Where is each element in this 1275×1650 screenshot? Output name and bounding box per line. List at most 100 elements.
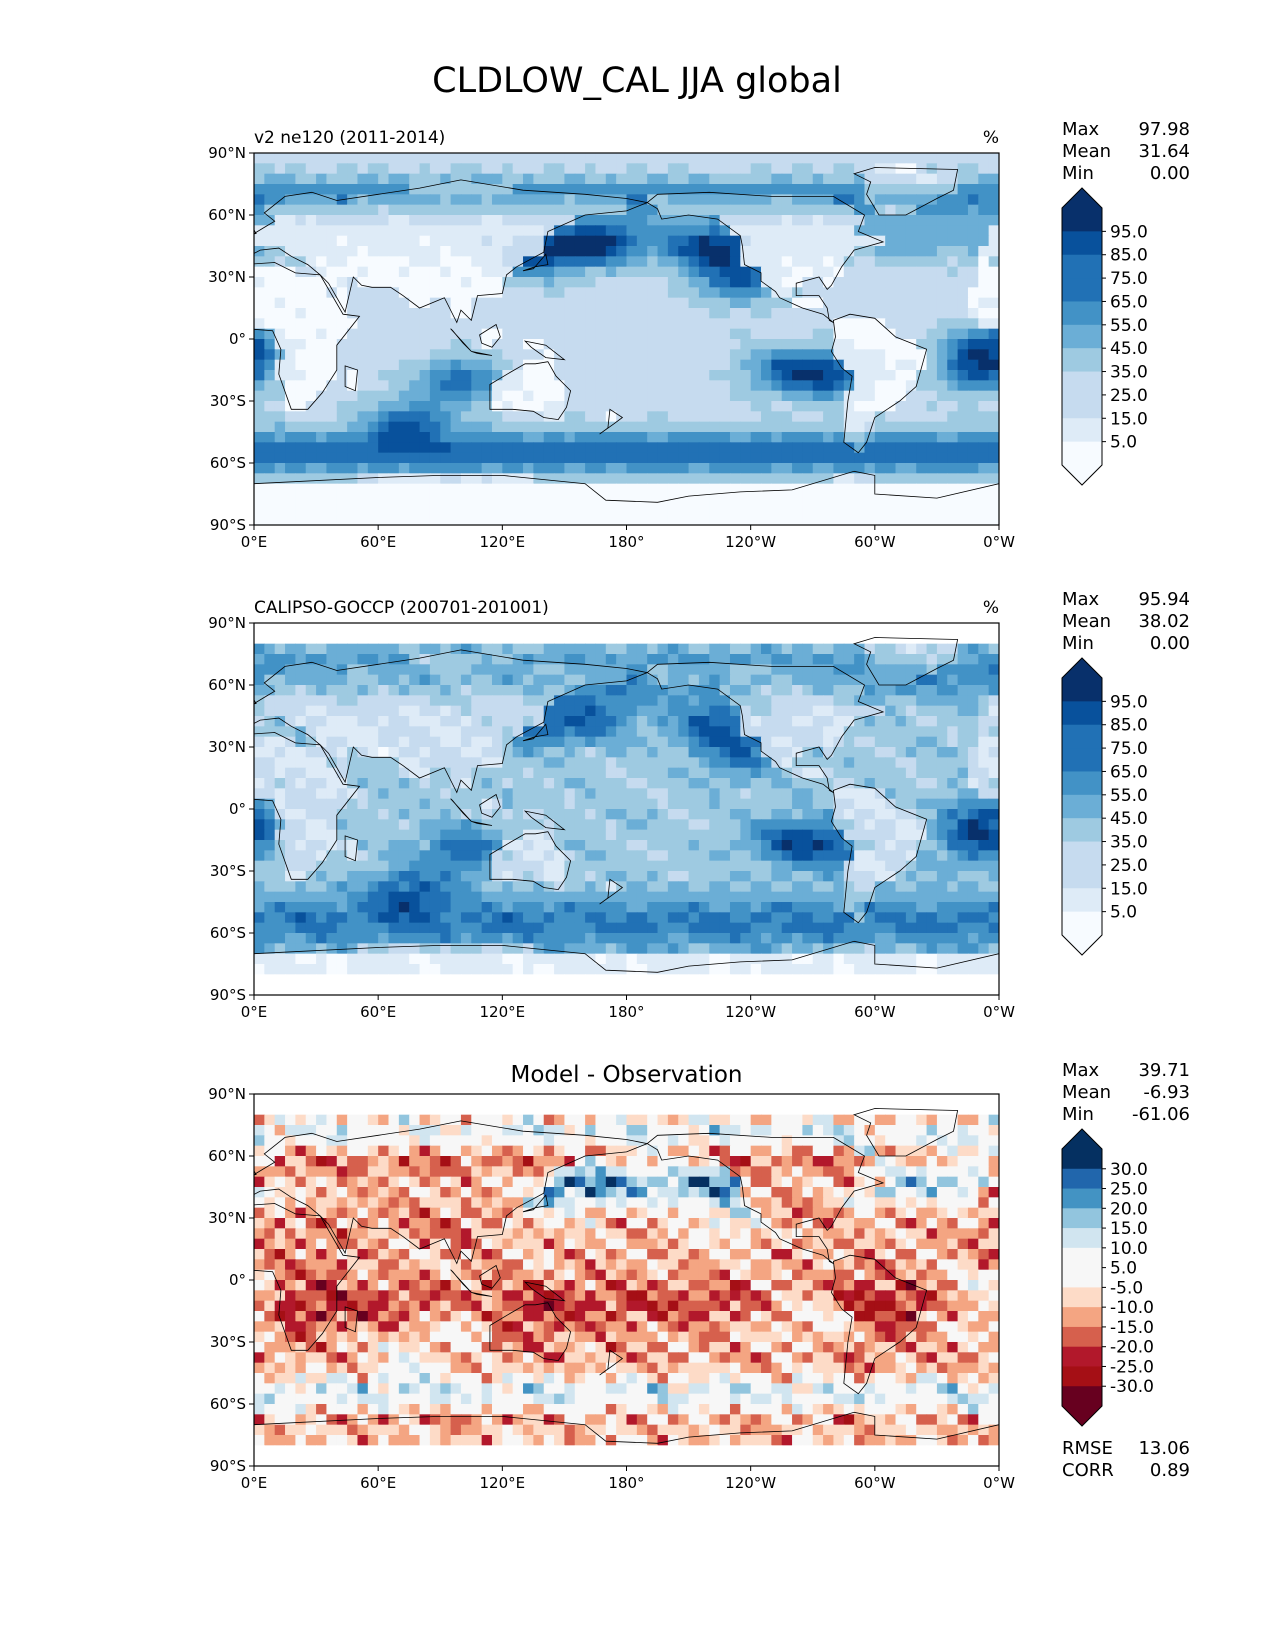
grid-cell — [523, 623, 534, 634]
grid-cell — [636, 881, 648, 893]
grid-cell — [543, 204, 555, 216]
panel-left-title: v2 ne120 (2011-2014) — [254, 128, 445, 148]
grid-cell — [729, 359, 741, 371]
grid-cell — [833, 829, 845, 841]
grid-cell — [874, 685, 886, 696]
grid-cell — [802, 173, 814, 185]
grid-cell — [347, 256, 359, 268]
grid-cell — [554, 881, 566, 893]
grid-cell — [761, 504, 772, 516]
grid-cell — [657, 695, 669, 707]
grid-cell — [574, 809, 586, 820]
grid-cell — [316, 246, 328, 257]
grid-cell — [781, 370, 793, 381]
grid-cell — [678, 328, 690, 340]
grid-cell — [957, 829, 969, 841]
grid-cell — [833, 184, 845, 195]
grid-cell — [647, 266, 659, 278]
grid-cell — [274, 747, 286, 758]
grid-cell — [802, 705, 814, 717]
grid-cell — [419, 163, 431, 175]
grid-cell — [305, 318, 317, 330]
grid-cell — [843, 421, 855, 433]
grid-cell — [419, 370, 431, 381]
grid-cell — [636, 747, 648, 758]
grid-cell — [626, 297, 638, 309]
grid-cell — [957, 432, 969, 443]
grid-cell — [647, 463, 659, 474]
grid-cell — [719, 411, 731, 423]
grid-cell — [688, 246, 700, 257]
grid-cell — [874, 452, 886, 464]
grid-cell — [947, 235, 959, 247]
grid-cell — [802, 674, 814, 686]
grid-cell — [667, 339, 679, 350]
grid-cell — [947, 339, 959, 350]
grid-cell — [688, 297, 700, 309]
grid-cell — [967, 483, 979, 495]
grid-cell — [595, 819, 607, 831]
grid-cell — [647, 767, 659, 779]
grid-cell — [440, 685, 452, 696]
grid-cell — [636, 256, 648, 268]
grid-cell — [823, 829, 835, 841]
grid-cell — [388, 194, 400, 206]
grid-cell — [843, 215, 855, 226]
grid-cell — [326, 494, 338, 505]
grid-cell — [957, 359, 969, 371]
grid-cell — [709, 643, 721, 655]
grid-cell — [523, 912, 534, 924]
grid-cell — [864, 623, 876, 634]
grid-cell — [316, 359, 328, 371]
grid-cell — [781, 933, 793, 944]
grid-cell — [802, 246, 814, 257]
map-field — [254, 623, 999, 995]
grid-cell — [926, 757, 938, 769]
grid-cell — [926, 881, 938, 893]
grid-cell — [585, 370, 597, 381]
grid-cell — [481, 716, 493, 727]
grid-cell — [419, 705, 431, 717]
grid-cell — [729, 287, 741, 299]
grid-cell — [781, 674, 793, 686]
grid-cell — [812, 829, 824, 841]
grid-cell — [481, 266, 493, 278]
grid-cell — [409, 850, 421, 862]
grid-cell — [388, 685, 400, 696]
grid-cell — [367, 256, 379, 268]
grid-cell — [792, 473, 804, 485]
grid-cell — [471, 194, 483, 206]
grid-cell — [491, 674, 503, 686]
grid-cell — [295, 349, 307, 361]
grid-cell — [957, 943, 969, 955]
grid-cell — [429, 912, 441, 924]
grid-cell — [729, 215, 741, 226]
grid-cell — [502, 359, 514, 371]
grid-cell — [460, 860, 472, 872]
grid-cell — [523, 819, 534, 831]
grid-cell — [843, 788, 855, 800]
grid-cell — [885, 716, 897, 727]
grid-cell — [750, 674, 762, 686]
grid-cell — [709, 494, 721, 505]
grid-cell — [564, 788, 576, 800]
grid-cell — [316, 173, 328, 185]
grid-cell — [264, 494, 276, 505]
grid-cell — [978, 370, 990, 381]
grid-cell — [574, 421, 586, 433]
grid-cell — [595, 411, 607, 423]
grid-cell — [833, 514, 845, 525]
grid-cell — [740, 194, 752, 206]
grid-cell — [729, 891, 741, 903]
grid-cell — [978, 256, 990, 268]
grid-cell — [450, 318, 462, 330]
grid-cell — [698, 891, 710, 903]
grid-cell — [378, 339, 390, 350]
grid-cell — [471, 235, 483, 247]
grid-cell — [947, 695, 959, 707]
grid-cell — [605, 235, 617, 247]
grid-cell — [678, 757, 690, 769]
grid-cell — [698, 871, 710, 882]
grid-cell — [554, 912, 566, 924]
grid-cell — [709, 685, 721, 696]
